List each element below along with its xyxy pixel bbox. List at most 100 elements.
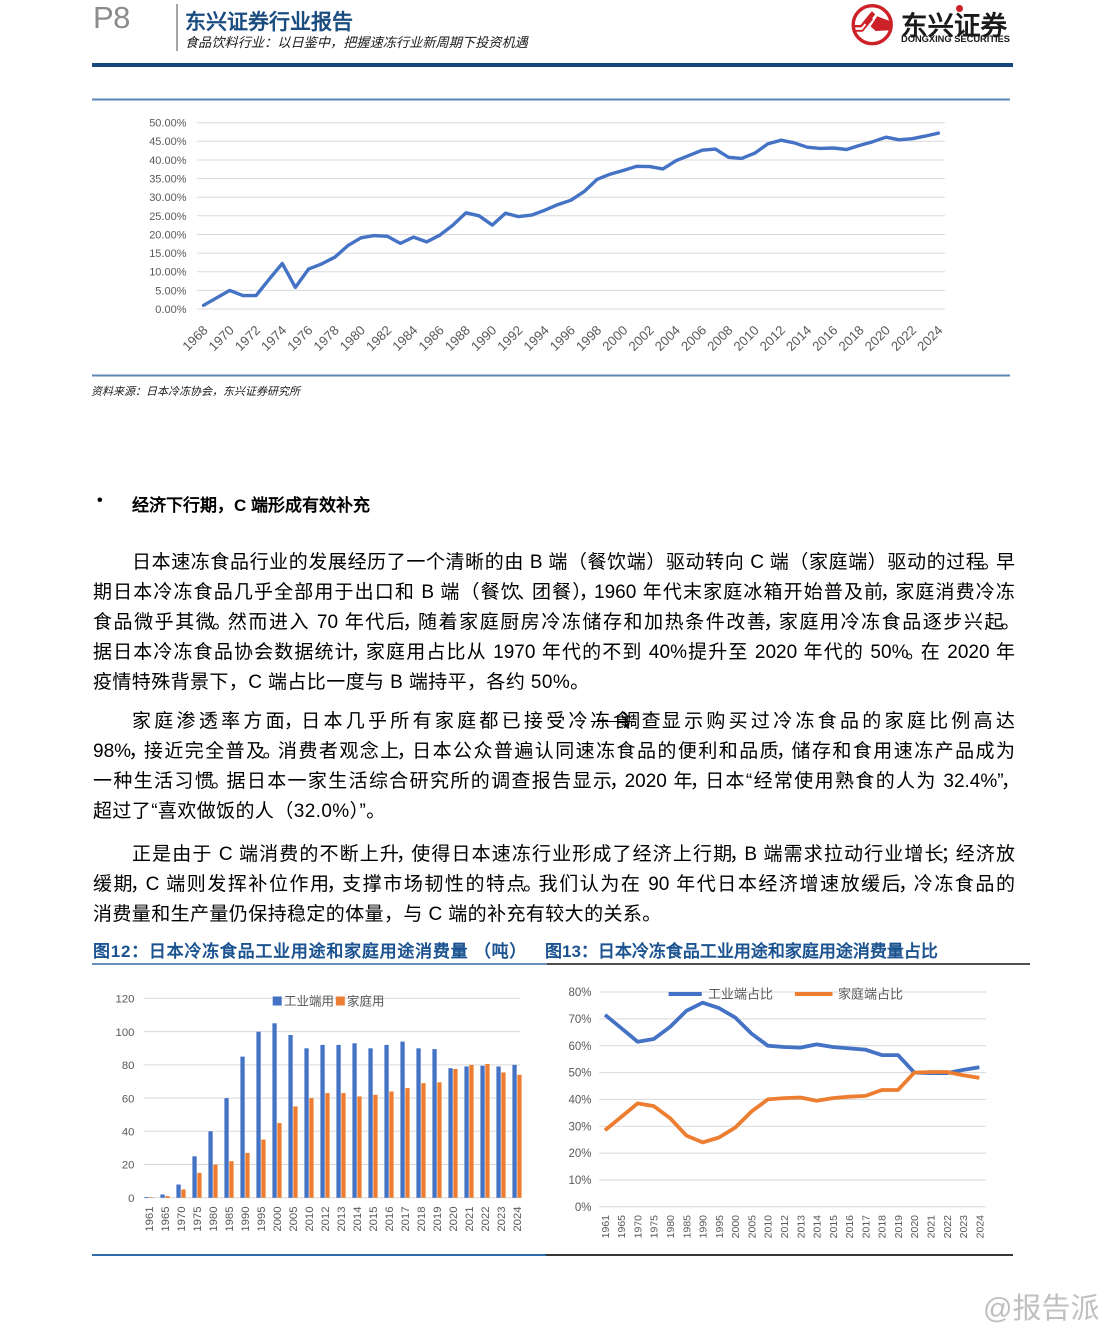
svg-text:1990: 1990: [240, 1207, 252, 1232]
svg-text:2015: 2015: [368, 1207, 380, 1232]
svg-text:2016: 2016: [384, 1207, 396, 1232]
svg-text:45.00%: 45.00%: [149, 136, 187, 148]
svg-text:0.00%: 0.00%: [155, 304, 186, 316]
svg-text:2005: 2005: [288, 1207, 300, 1232]
svg-text:40%: 40%: [568, 1095, 591, 1107]
svg-text:35.00%: 35.00%: [149, 174, 187, 186]
svg-text:1961: 1961: [144, 1207, 156, 1232]
svg-text:2014: 2014: [783, 323, 814, 354]
svg-text:1970: 1970: [206, 323, 237, 354]
svg-text:家庭用: 家庭用: [347, 994, 385, 1009]
svg-text:2006: 2006: [678, 323, 709, 354]
svg-text:2014: 2014: [352, 1207, 364, 1232]
svg-text:1998: 1998: [573, 323, 604, 354]
svg-text:1975: 1975: [192, 1207, 204, 1232]
svg-text:70%: 70%: [568, 1014, 591, 1026]
svg-text:2000: 2000: [599, 323, 630, 354]
svg-text:工业端占比: 工业端占比: [708, 987, 773, 1002]
svg-text:80%: 80%: [568, 987, 591, 999]
svg-text:1976: 1976: [284, 323, 315, 354]
svg-text:40.00%: 40.00%: [149, 155, 187, 167]
svg-text:60: 60: [122, 1093, 135, 1105]
svg-text:2000: 2000: [730, 1215, 742, 1239]
svg-text:1995: 1995: [714, 1215, 726, 1239]
svg-text:40: 40: [122, 1127, 135, 1139]
svg-text:10.00%: 10.00%: [149, 267, 187, 279]
svg-text:1968: 1968: [179, 323, 210, 354]
svg-text:1961: 1961: [600, 1215, 612, 1239]
svg-text:1965: 1965: [160, 1207, 172, 1232]
svg-text:1986: 1986: [416, 323, 447, 354]
svg-text:60%: 60%: [568, 1041, 591, 1053]
svg-text:2021: 2021: [926, 1215, 938, 1239]
svg-text:2023: 2023: [958, 1215, 970, 1239]
svg-text:2010: 2010: [730, 323, 761, 354]
svg-text:2000: 2000: [272, 1207, 284, 1232]
svg-text:2010: 2010: [763, 1215, 775, 1239]
svg-text:50%: 50%: [568, 1068, 591, 1080]
svg-text:2022: 2022: [942, 1215, 954, 1239]
svg-text:1970: 1970: [633, 1215, 645, 1239]
svg-text:2018: 2018: [416, 1207, 428, 1232]
svg-text:工业端用: 工业端用: [284, 995, 334, 1009]
svg-text:1992: 1992: [494, 323, 525, 354]
svg-text:2019: 2019: [432, 1207, 444, 1232]
svg-text:2005: 2005: [746, 1215, 758, 1239]
svg-text:1980: 1980: [665, 1215, 677, 1239]
svg-text:2018: 2018: [877, 1215, 889, 1239]
svg-text:2021: 2021: [464, 1207, 476, 1232]
svg-text:2018: 2018: [835, 323, 866, 354]
svg-text:1985: 1985: [681, 1215, 693, 1239]
svg-text:2023: 2023: [496, 1207, 508, 1232]
svg-text:0: 0: [128, 1193, 134, 1205]
svg-text:2004: 2004: [652, 323, 683, 354]
svg-text:2014: 2014: [812, 1215, 824, 1239]
svg-text:1970: 1970: [176, 1207, 188, 1232]
svg-text:2013: 2013: [795, 1215, 807, 1239]
svg-text:2015: 2015: [828, 1215, 840, 1239]
svg-text:1988: 1988: [442, 323, 473, 354]
svg-text:1984: 1984: [389, 323, 420, 354]
svg-text:2002: 2002: [625, 323, 656, 354]
svg-text:2017: 2017: [400, 1207, 412, 1232]
svg-text:2008: 2008: [704, 323, 735, 354]
svg-text:2012: 2012: [779, 1215, 791, 1239]
svg-text:50.00%: 50.00%: [149, 118, 187, 130]
svg-text:1985: 1985: [224, 1207, 236, 1232]
svg-text:2022: 2022: [480, 1207, 492, 1232]
svg-text:30.00%: 30.00%: [149, 192, 187, 204]
svg-text:1978: 1978: [311, 323, 342, 354]
svg-text:1980: 1980: [208, 1207, 220, 1232]
svg-text:30%: 30%: [568, 1121, 591, 1133]
svg-text:2020: 2020: [909, 1215, 921, 1239]
svg-text:1996: 1996: [547, 323, 578, 354]
svg-text:2013: 2013: [336, 1207, 348, 1232]
svg-text:2012: 2012: [320, 1207, 332, 1232]
svg-text:2016: 2016: [809, 323, 840, 354]
svg-text:2024: 2024: [512, 1207, 524, 1232]
svg-text:1982: 1982: [363, 323, 394, 354]
svg-text:1980: 1980: [337, 323, 368, 354]
svg-text:1972: 1972: [232, 323, 263, 354]
svg-text:2012: 2012: [757, 323, 788, 354]
svg-text:1965: 1965: [616, 1215, 628, 1239]
svg-text:1990: 1990: [468, 323, 499, 354]
svg-text:80: 80: [122, 1060, 135, 1072]
svg-text:2016: 2016: [844, 1215, 856, 1239]
svg-text:2022: 2022: [888, 323, 919, 354]
svg-text:1990: 1990: [698, 1215, 710, 1239]
svg-text:2024: 2024: [914, 323, 945, 354]
svg-text:2020: 2020: [448, 1207, 460, 1232]
svg-text:10%: 10%: [568, 1175, 591, 1187]
svg-text:1995: 1995: [256, 1207, 268, 1232]
svg-text:120: 120: [116, 994, 135, 1006]
svg-text:1994: 1994: [521, 323, 552, 354]
svg-text:20.00%: 20.00%: [149, 229, 187, 241]
svg-text:2010: 2010: [304, 1207, 316, 1232]
svg-text:20: 20: [122, 1160, 135, 1172]
svg-text:5.00%: 5.00%: [155, 285, 186, 297]
svg-text:25.00%: 25.00%: [149, 211, 187, 223]
svg-text:2017: 2017: [860, 1215, 872, 1239]
svg-text:20%: 20%: [568, 1148, 591, 1160]
svg-text:家庭端占比: 家庭端占比: [838, 987, 903, 1002]
